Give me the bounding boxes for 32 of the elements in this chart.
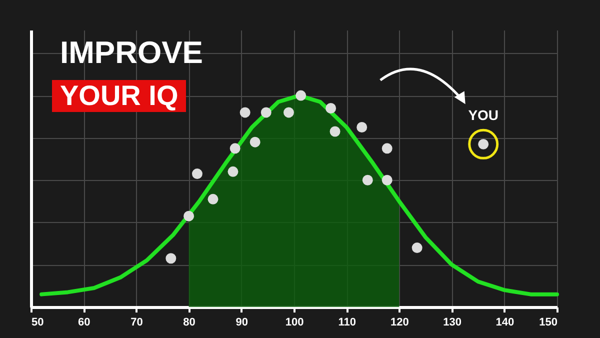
x-tick-label: 70	[130, 316, 143, 328]
point	[326, 103, 336, 114]
point	[228, 166, 238, 177]
point	[208, 194, 218, 204]
x-tick-label: 90	[236, 316, 248, 328]
point	[240, 107, 250, 118]
x-tick-label: 50	[32, 316, 44, 328]
x-tick-label: 60	[78, 316, 90, 328]
point	[356, 122, 368, 132]
point	[260, 107, 272, 118]
chart-title: IMPROVE	[60, 35, 203, 70]
point	[283, 107, 294, 118]
point	[250, 136, 260, 148]
chart-subtitle: YOUR IQ	[52, 80, 186, 112]
point	[296, 90, 306, 101]
point	[330, 126, 340, 137]
annotation: YOU	[468, 107, 499, 124]
x-tick-label: 140	[496, 316, 514, 328]
x-tick-label: 110	[338, 316, 356, 328]
point	[382, 174, 392, 186]
x-tick-label: 150	[539, 316, 558, 328]
point	[230, 143, 240, 154]
x-tick-label: 100	[285, 316, 304, 328]
point	[166, 253, 176, 264]
point	[412, 242, 422, 254]
point	[382, 143, 392, 154]
point	[192, 168, 202, 180]
x-tick-label: 130	[443, 316, 462, 328]
point	[362, 174, 373, 186]
x-tick-label: 120	[390, 316, 409, 328]
point	[184, 210, 194, 222]
x-tick-label: 80	[183, 316, 196, 328]
